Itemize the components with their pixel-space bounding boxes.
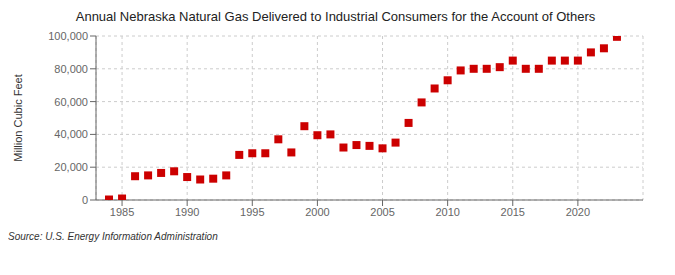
svg-text:2005: 2005 (370, 206, 394, 218)
svg-text:Million Cubic Feet: Million Cubic Feet (12, 74, 24, 161)
svg-text:2010: 2010 (435, 206, 459, 218)
svg-text:2020: 2020 (566, 206, 590, 218)
svg-text:2015: 2015 (501, 206, 525, 218)
svg-text:80,000: 80,000 (54, 63, 88, 75)
svg-text:40,000: 40,000 (54, 128, 88, 140)
svg-text:1985: 1985 (110, 206, 134, 218)
html-text:Source: U.S. Energy Informatio: Source: U.S. Energy Information Administ… (8, 231, 218, 242)
svg-text:0: 0 (82, 194, 88, 206)
svg-text:60,000: 60,000 (54, 96, 88, 108)
svg-text:1990: 1990 (175, 206, 199, 218)
svg-text:20,000: 20,000 (54, 161, 88, 173)
html-text:Annual Nebraska Natural Gas De: Annual Nebraska Natural Gas Delivered to… (75, 9, 596, 24)
svg-text:1995: 1995 (240, 206, 264, 218)
svg-text:100,000: 100,000 (48, 30, 88, 42)
svg-text:2000: 2000 (305, 206, 329, 218)
